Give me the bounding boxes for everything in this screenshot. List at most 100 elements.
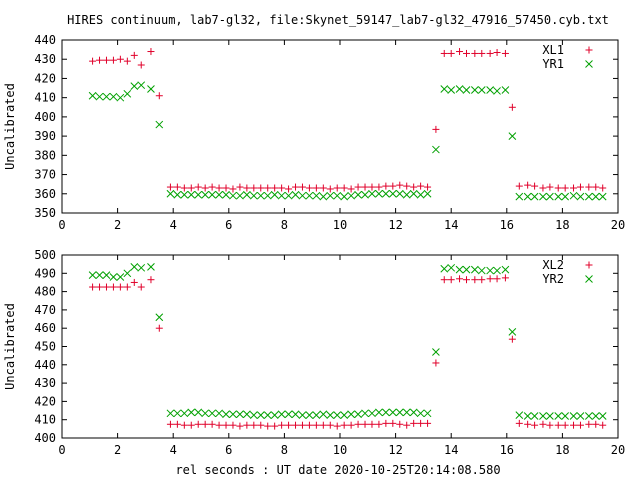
x-tick-label: 6	[225, 443, 232, 457]
y-tick-label: 440	[34, 33, 56, 47]
data-point	[194, 183, 202, 191]
data-point	[173, 409, 182, 418]
series-XL1	[89, 48, 607, 193]
plot-frame	[61, 254, 619, 439]
data-point-d2	[591, 192, 600, 201]
data-point-d2	[263, 411, 272, 419]
data-point-d2	[382, 408, 390, 417]
data-point	[455, 265, 464, 274]
data-point	[243, 190, 251, 199]
data-point	[88, 91, 97, 100]
data-point-d2	[432, 145, 440, 154]
data-point	[187, 184, 195, 192]
data-point-d2	[243, 190, 251, 199]
data-point-d2	[447, 263, 456, 272]
data-point	[531, 421, 539, 429]
data-point	[417, 419, 425, 427]
data-point	[284, 410, 293, 419]
data-point-d2	[354, 190, 362, 199]
y-axis-label: Uncalibrated	[3, 303, 17, 390]
data-point-d2	[284, 410, 293, 419]
data-point	[109, 283, 117, 291]
data-point	[208, 420, 216, 428]
data-point-d2	[347, 410, 355, 419]
data-point-d2	[508, 328, 517, 336]
data-point-d2	[298, 411, 307, 419]
data-point	[501, 49, 509, 57]
data-point	[147, 85, 155, 93]
data-point	[368, 189, 376, 198]
x-tick-label: 10	[333, 443, 347, 457]
x-tick-label: 16	[500, 443, 514, 457]
data-point	[599, 184, 607, 192]
data-point	[147, 48, 155, 56]
data-point	[585, 420, 593, 428]
data-point-d2	[277, 410, 286, 419]
data-point	[130, 82, 139, 90]
data-point	[375, 420, 383, 428]
data-point	[493, 266, 501, 275]
data-point-d2	[477, 266, 486, 275]
data-point	[396, 181, 404, 189]
data-point-d2	[493, 266, 501, 275]
data-point	[524, 181, 532, 189]
data-point-d2	[95, 271, 104, 279]
data-point	[530, 412, 539, 420]
data-point	[305, 421, 313, 429]
data-point	[508, 103, 516, 111]
data-point	[187, 190, 196, 199]
data-point	[478, 276, 486, 284]
data-point	[250, 421, 258, 429]
data-point-d2	[416, 190, 425, 199]
data-point	[243, 410, 251, 419]
data-point	[166, 183, 174, 191]
data-point	[471, 276, 479, 284]
data-point-d2	[249, 411, 258, 419]
data-point	[493, 48, 501, 56]
data-point	[375, 189, 383, 198]
data-point	[347, 410, 355, 419]
data-point	[539, 184, 547, 192]
data-point	[515, 419, 523, 427]
data-point-d2	[236, 191, 244, 200]
data-point-d2	[305, 191, 314, 200]
data-point-d2	[368, 189, 376, 198]
data-point	[523, 412, 532, 420]
data-point	[312, 191, 321, 200]
data-point	[89, 57, 97, 65]
data-point	[368, 409, 376, 418]
data-point	[486, 86, 494, 94]
data-point	[109, 273, 118, 281]
data-point	[116, 55, 124, 63]
data-point	[361, 409, 369, 418]
x-tick-label: 16	[500, 218, 514, 232]
data-point-d2	[382, 189, 390, 198]
data-point	[508, 132, 517, 140]
data-point-d2	[576, 412, 585, 420]
data-point	[116, 93, 125, 102]
data-point	[130, 263, 139, 271]
data-point-d2	[523, 412, 532, 420]
data-point	[95, 92, 104, 101]
data-point-d2	[340, 411, 349, 419]
data-point	[539, 192, 547, 201]
data-point	[546, 412, 554, 420]
data-point	[423, 409, 432, 418]
data-point	[539, 420, 547, 428]
legend-label: YR1	[542, 57, 564, 71]
data-point	[416, 190, 425, 199]
data-point	[539, 412, 547, 420]
data-point	[194, 420, 202, 428]
data-point-d2	[130, 82, 139, 90]
data-point	[396, 420, 404, 428]
data-point-d2	[395, 189, 404, 198]
data-point	[440, 49, 448, 57]
y-tick-label: 480	[34, 285, 56, 299]
data-point	[229, 191, 237, 200]
data-point-d2	[109, 92, 118, 101]
data-point	[333, 411, 342, 419]
data-point	[137, 61, 145, 69]
data-point	[361, 190, 369, 199]
data-point	[410, 183, 418, 191]
x-tick-label: 4	[170, 218, 177, 232]
